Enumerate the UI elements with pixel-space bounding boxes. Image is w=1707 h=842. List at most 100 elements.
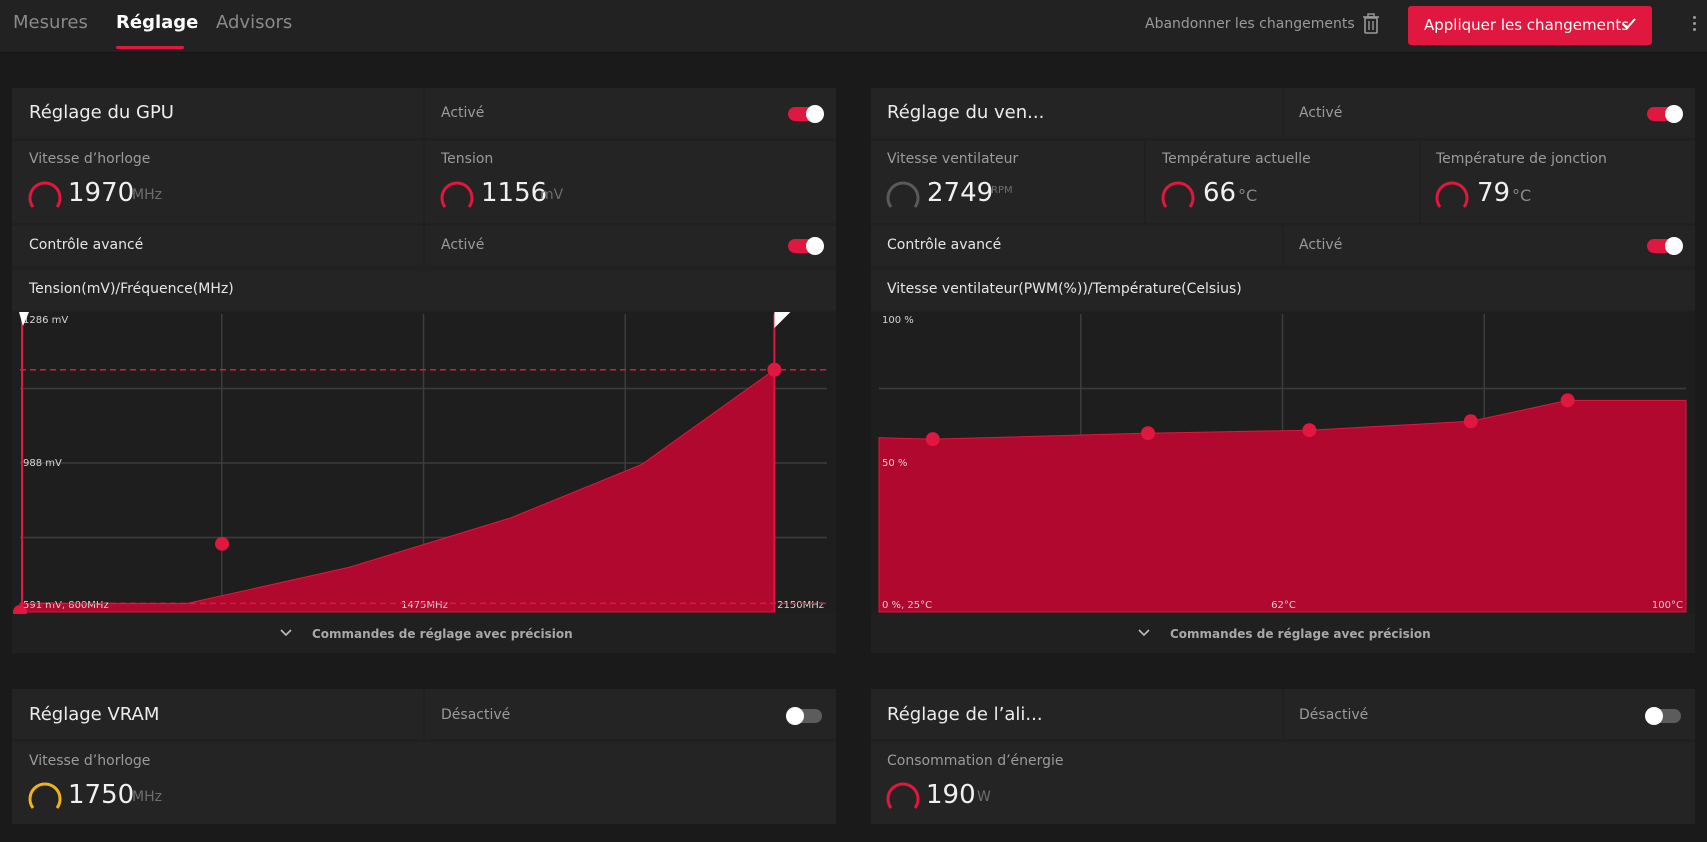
gpu-tuning-toggle[interactable] [788, 105, 824, 123]
gpu-status-label: Activé [441, 105, 485, 121]
gpu-advanced-cell [12, 226, 423, 266]
origin-point [17, 607, 27, 614]
power-gauge-icon [886, 782, 920, 809]
vram-tuning-toggle[interactable] [786, 707, 822, 725]
gpu-title-cell [12, 88, 423, 138]
power-tuning-toggle[interactable] [1645, 707, 1681, 725]
fan-advanced-cell [871, 226, 1282, 266]
checkmark-icon [1622, 18, 1636, 30]
fan-speed-cell [871, 141, 1144, 223]
tab-reglage[interactable]: Réglage [116, 12, 199, 33]
fan-curve-title: Vitesse ventilateur(PWM(%))/Température(… [887, 281, 1242, 297]
power-panel-title: Réglage de l’ali... [887, 704, 1043, 725]
curve-point [1463, 414, 1478, 429]
min-frequency-handle [19, 312, 29, 326]
y-mid-tick-label: 988 mV [23, 458, 62, 469]
fan-status-cell [1284, 88, 1695, 138]
curve-point [215, 536, 230, 551]
gpu-curve-title-cell [12, 270, 836, 310]
vram-clock-unit: MHz [132, 789, 162, 805]
power-consumption-unit: W [977, 789, 991, 805]
fan-speed-label: Vitesse ventilateur [887, 151, 1019, 167]
y-max-tick-label: 100 % [882, 315, 914, 326]
gpu-advanced-status-cell [425, 226, 836, 266]
gpu-curve-title: Tension(mV)/Fréquence(MHz) [29, 281, 234, 297]
curve-point [925, 432, 940, 447]
gpu-clock-value: 1970 [68, 178, 135, 208]
origin-tick-label: 591 mV, 800MHz [23, 600, 109, 611]
vram-clock-label: Vitesse d’horloge [29, 753, 151, 769]
power-status-label: Désactivé [1299, 707, 1369, 723]
fan-junction-value: 79 [1477, 178, 1511, 208]
x-mid-tick-label: 62°C [1271, 600, 1296, 611]
more-options-icon[interactable] [1693, 16, 1697, 38]
fan-speed-gauge-icon [886, 181, 920, 208]
chevron-down-icon [280, 629, 292, 637]
power-status-cell [1284, 689, 1695, 739]
fan-junction-label: Température de jonction [1436, 151, 1607, 167]
gpu-fine-controls-label: Commandes de réglage avec précision [312, 627, 573, 641]
vram-status-cell [425, 689, 836, 739]
fan-temp-label: Température actuelle [1162, 151, 1311, 167]
origin-tick-label: 0 %, 25°C [882, 600, 932, 611]
vram-clock-value: 1750 [68, 780, 135, 810]
curve-point [1141, 426, 1155, 441]
fan-temp-value: 66 [1203, 178, 1237, 208]
gpu-clock-cell [12, 141, 423, 223]
fan-advanced-status-cell [1284, 226, 1695, 266]
fan-speed-temperature-chart[interactable]: 100 % 50 % 0 %, 25°C 62°C 100°C [871, 312, 1695, 614]
chevron-down-icon [1138, 629, 1150, 637]
fan-junction-unit: °C [1512, 186, 1532, 205]
apply-changes-label: Appliquer les changements [1424, 16, 1630, 34]
vram-panel-title: Réglage VRAM [29, 704, 160, 725]
fan-temp-gauge-icon [1161, 181, 1195, 208]
gpu-fine-controls-button[interactable]: Commandes de réglage avec précision [280, 627, 573, 641]
power-consumption-value: 190 [926, 780, 976, 810]
y-max-tick-label: 1286 mV [23, 315, 68, 326]
gpu-clock-label: Vitesse d’horloge [29, 151, 151, 167]
y-mid-tick-label: 50 % [882, 458, 907, 469]
gpu-advanced-status: Activé [441, 237, 485, 253]
fan-curve-title-cell [871, 270, 1695, 310]
discard-changes-button[interactable]: Abandonner les changements [1145, 16, 1355, 32]
max-frequency-handle [774, 312, 791, 328]
curve-area [878, 399, 1687, 613]
tab-mesures[interactable]: Mesures [13, 12, 88, 33]
fan-temp-cell [1146, 141, 1419, 223]
gpu-voltage-value: 1156 [481, 178, 548, 208]
x-max-tick-label: 100°C [1652, 600, 1683, 611]
fan-temp-unit: °C [1238, 186, 1258, 205]
x-max-tick-label: 2150MHz [777, 600, 824, 611]
fan-advanced-label: Contrôle avancé [887, 237, 1002, 253]
gpu-voltage-frequency-chart[interactable]: 1286 mV 988 mV 591 mV, 800MHz 1475MHz 2150MH… [12, 312, 836, 614]
apply-changes-button[interactable]: Appliquer les changements [1408, 6, 1652, 45]
curve-point [1302, 423, 1317, 438]
gpu-advanced-label: Contrôle avancé [29, 237, 144, 253]
fan-advanced-status: Activé [1299, 237, 1343, 253]
fan-advanced-toggle[interactable] [1647, 237, 1683, 255]
curve-point [1560, 393, 1575, 408]
gpu-panel-title: Réglage du GPU [29, 102, 174, 123]
vram-title-cell [12, 689, 423, 739]
vram-clock-gauge-icon [28, 782, 62, 809]
power-consumption-cell [871, 742, 1695, 824]
fan-title-cell [871, 88, 1282, 138]
fan-tuning-toggle[interactable] [1647, 105, 1683, 123]
vram-status-label: Désactivé [441, 707, 511, 723]
fan-speed-value: 2749 [927, 178, 994, 208]
gpu-voltage-unit: mV [540, 187, 564, 203]
fan-panel-title: Réglage du ven... [887, 102, 1045, 123]
tab-advisors[interactable]: Advisors [216, 12, 293, 33]
gpu-clock-gauge-icon [28, 181, 62, 208]
gpu-advanced-toggle[interactable] [788, 237, 824, 255]
trash-icon[interactable] [1362, 13, 1380, 35]
gpu-clock-unit: MHz [132, 187, 162, 203]
gpu-voltage-label: Tension [441, 151, 494, 167]
x-mid-tick-label: 1475MHz [401, 600, 448, 611]
fan-fine-controls-button[interactable]: Commandes de réglage avec précision [1138, 627, 1431, 641]
vram-clock-cell [12, 742, 836, 824]
gpu-status-cell [425, 88, 836, 138]
gpu-voltage-cell [425, 141, 836, 223]
fan-status-label: Activé [1299, 105, 1343, 121]
top-bar: Mesures Réglage Advisors Abandonner les … [0, 0, 1707, 53]
